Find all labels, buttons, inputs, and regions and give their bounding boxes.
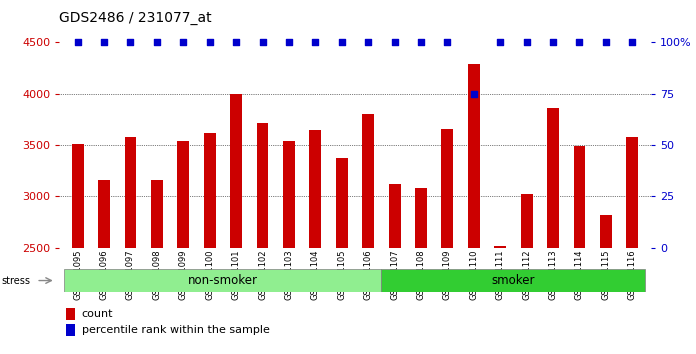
- Point: [99, 40, 110, 45]
- Point: [125, 40, 136, 45]
- Bar: [521, 194, 532, 248]
- Point: [416, 40, 427, 45]
- Point: [574, 40, 585, 45]
- Bar: [310, 130, 322, 248]
- Bar: [441, 129, 453, 248]
- Point: [389, 40, 400, 45]
- Text: smoker: smoker: [491, 274, 535, 287]
- Bar: [66, 308, 75, 320]
- Point: [310, 40, 321, 45]
- Bar: [494, 246, 506, 248]
- Bar: [230, 94, 242, 248]
- Bar: [415, 188, 427, 248]
- Text: non-smoker: non-smoker: [188, 274, 258, 287]
- Bar: [204, 133, 216, 248]
- Bar: [362, 114, 374, 248]
- Bar: [388, 184, 400, 248]
- Point: [257, 40, 268, 45]
- Point: [204, 40, 215, 45]
- Point: [468, 91, 480, 97]
- Bar: [151, 180, 163, 248]
- Bar: [257, 122, 269, 248]
- Point: [283, 40, 294, 45]
- Point: [177, 40, 189, 45]
- Bar: [125, 137, 136, 248]
- Point: [626, 40, 638, 45]
- Bar: [72, 144, 84, 248]
- Bar: [66, 324, 75, 336]
- Bar: [600, 215, 612, 248]
- Bar: [381, 269, 645, 292]
- Bar: [283, 141, 295, 248]
- Bar: [98, 180, 110, 248]
- Point: [442, 40, 453, 45]
- Text: percentile rank within the sample: percentile rank within the sample: [82, 325, 269, 335]
- Point: [521, 40, 532, 45]
- Text: GDS2486 / 231077_at: GDS2486 / 231077_at: [59, 11, 212, 25]
- Point: [600, 40, 611, 45]
- Point: [151, 40, 162, 45]
- Point: [548, 40, 559, 45]
- Point: [230, 40, 242, 45]
- Text: count: count: [82, 309, 113, 319]
- Bar: [574, 146, 585, 248]
- Bar: [65, 269, 381, 292]
- Point: [336, 40, 347, 45]
- Bar: [177, 141, 189, 248]
- Bar: [335, 159, 348, 248]
- Bar: [547, 108, 559, 248]
- Bar: [626, 137, 638, 248]
- Bar: [468, 64, 480, 248]
- Point: [363, 40, 374, 45]
- Point: [72, 40, 84, 45]
- Point: [495, 40, 506, 45]
- Text: stress: stress: [1, 275, 31, 286]
